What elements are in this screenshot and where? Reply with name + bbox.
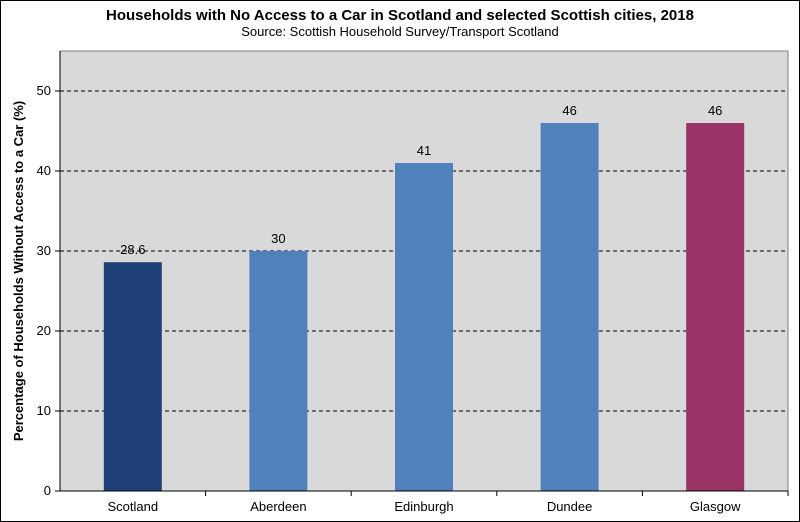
y-tick-label: 20 [37,323,51,338]
bar-dundee [540,123,599,491]
bar-glasgow [686,123,745,491]
y-tick-label: 40 [37,163,51,178]
y-tick-label: 10 [37,403,51,418]
x-tick-label: Glasgow [690,499,741,514]
data-label: 46 [562,103,576,118]
chart-title: Households with No Access to a Car in Sc… [106,7,694,24]
chart-subtitle: Source: Scottish Household Survey/Transp… [241,24,559,39]
bar-aberdeen [249,251,308,491]
x-tick-label: Dundee [547,499,593,514]
x-tick-label: Edinburgh [394,499,453,514]
y-axis-label: Percentage of Households Without Access … [11,101,26,441]
data-label: 28.6 [120,242,145,257]
labels: 0 10 20 30 40 50 28.6 Scotland 30 Aberdeen 41 Edinb… [37,83,742,514]
y-tick-label: 50 [37,83,51,98]
bar-scotland [103,262,162,491]
bars [103,123,745,491]
axes [55,51,789,496]
x-tick-label: Aberdeen [250,499,306,514]
x-tick-label: Scotland [108,499,159,514]
y-tick-label: 0 [44,483,51,498]
data-label: 41 [417,143,431,158]
data-label: 46 [708,103,722,118]
y-tick-label: 30 [37,243,51,258]
data-label: 30 [271,231,285,246]
bar-edinburgh [395,163,453,491]
